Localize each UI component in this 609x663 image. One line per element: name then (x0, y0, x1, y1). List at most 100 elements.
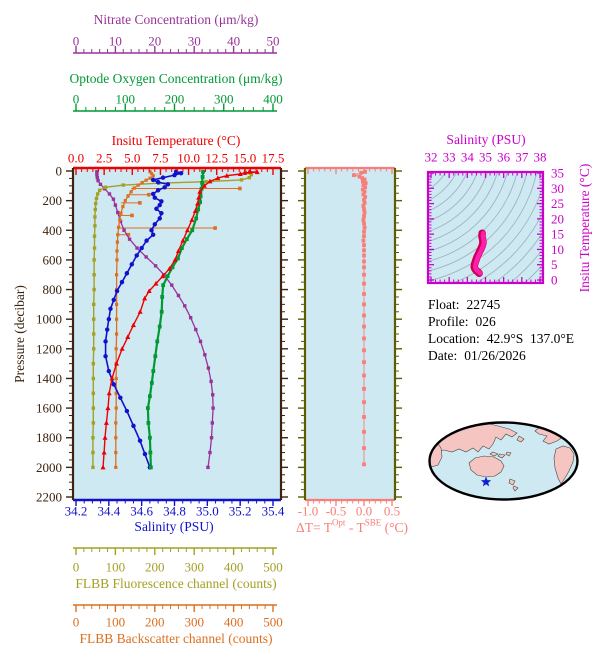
tick-label: 36 (497, 150, 511, 165)
tick-label: 500 (263, 560, 283, 575)
tick-label: 10 (109, 34, 122, 49)
tick-label: 40 (227, 34, 240, 49)
tick-label: 600 (43, 252, 63, 267)
tick-label: -0.5 (326, 504, 347, 519)
ts-salinity-axis-title: Salinity (PSU) (446, 132, 526, 147)
tick-label: 0.5 (384, 504, 400, 519)
tick-label: 34.6 (130, 504, 153, 519)
tick-label: -1.0 (298, 504, 319, 519)
tick-label: 12.5 (205, 151, 228, 166)
delta-t-label-sup-opt: Opt (331, 517, 346, 528)
tick-label: 0 (73, 560, 80, 575)
delta-t-plot: -1.0 -0.5 0.0 0.5 (298, 166, 402, 519)
tick-label: 0 (73, 615, 80, 630)
series-markers-salinity (103, 169, 184, 470)
series-markers-delta-t (352, 169, 368, 467)
date-row: Date: 01/26/2026 (428, 347, 574, 364)
salinity-axis-title: Salinity (PSU) (134, 519, 214, 534)
profile-plot-area (73, 168, 281, 500)
tick-label: 2200 (36, 490, 62, 505)
map-outline (428, 421, 579, 501)
tick-label: 1200 (36, 341, 62, 356)
tick-label: 5 (551, 257, 558, 272)
tick-label: 34 (461, 150, 475, 165)
ts-plot-area (428, 172, 543, 283)
tick-label: 800 (43, 282, 63, 297)
tick-label: 20 (551, 211, 564, 226)
tick-label: 38 (534, 150, 547, 165)
tick-label: 1400 (36, 371, 62, 386)
date-value: 01/26/2026 (464, 348, 526, 363)
delta-t-frame: -1.0 -0.5 0.0 0.5 (298, 166, 402, 519)
backscatter-axis-title: FLBB Backscatter channel (counts) (79, 631, 273, 646)
tick-label: 7.5 (152, 151, 168, 166)
tick-label: 37 (515, 150, 529, 165)
float-info-block: Float: 22745 Profile: 026 Location: 42.9°S … (428, 296, 574, 364)
tick-label: 300 (184, 615, 204, 630)
nitrate-axis-title: Nitrate Concentration (μm/kg) (93, 12, 259, 27)
tick-label: 35 (479, 150, 492, 165)
location-value: 42.9°S 137.0°E (486, 331, 575, 346)
float-id-value: 22745 (466, 297, 501, 312)
tick-label: 0 (73, 34, 80, 49)
tick-label: 400 (224, 560, 244, 575)
pressure-axis-title: Pressure (decibar) (12, 285, 27, 383)
ts-curve (472, 230, 487, 276)
tick-label: 35 (551, 166, 564, 181)
tick-label: 2000 (36, 460, 62, 475)
oxygen-axis: 0 100 200 300 400 (73, 92, 283, 112)
tick-label: 35.4 (262, 504, 285, 519)
profile-label: Profile: (428, 314, 469, 329)
tick-label: 100 (106, 560, 126, 575)
tick-label: 35.2 (229, 504, 252, 519)
tick-label: 300 (214, 92, 234, 107)
tick-label: 34.2 (65, 504, 88, 519)
tick-label: 400 (43, 223, 63, 238)
delta-t-axis-title: ΔT= TOpt - TSBE (°C) (296, 517, 408, 536)
tick-label: 1800 (36, 430, 62, 445)
fluorescence-axis-title: FLBB Fluorescence channel (counts) (75, 576, 277, 591)
delta-t-label-sup-sbe: SBE (364, 517, 382, 528)
tick-label: 30 (188, 34, 201, 49)
temperature-axis-title: Insitu Temperature (°C) (111, 133, 241, 148)
tick-label: 200 (145, 560, 165, 575)
tick-label: 10 (551, 242, 564, 257)
profile-row: Profile: 026 (428, 313, 574, 330)
float-location-marker (480, 476, 492, 487)
tick-label: 500 (263, 615, 283, 630)
tick-label: 35.0 (196, 504, 219, 519)
nitrate-axis: 0 10 20 30 40 50 (73, 34, 280, 54)
tick-label: 17.5 (262, 151, 285, 166)
tick-label: 30 (551, 181, 564, 196)
tick-label: 2.5 (96, 151, 112, 166)
delta-t-label-part: (°C) (381, 519, 408, 535)
tick-label: 100 (106, 615, 126, 630)
fluorescence-axis: 0 100 200 300 400 500 (73, 547, 283, 575)
series-line-temperature (102, 171, 258, 468)
location-label: Location: (428, 331, 480, 346)
oxygen-axis-title: Optode Oxygen Concentration (μm/kg) (69, 71, 283, 86)
tick-label: 33 (443, 150, 456, 165)
profile-value: 026 (475, 314, 496, 329)
tick-label: 0.0 (68, 151, 84, 166)
backscatter-axis: 0 100 200 300 400 500 (73, 604, 283, 630)
tick-label: 15 (551, 227, 564, 242)
tick-label: 200 (43, 193, 63, 208)
tick-label: 50 (267, 34, 280, 49)
tick-label: 400 (263, 92, 283, 107)
tick-label: 200 (165, 92, 185, 107)
tick-label: 25 (551, 196, 564, 211)
series-markers-temperature (100, 169, 260, 470)
series-markers-backscatter (114, 170, 155, 469)
tick-label: 0.0 (356, 504, 372, 519)
series-line-fluorescence (92, 171, 252, 468)
float-id-label: Float: (428, 297, 460, 312)
float-id-row: Float: 22745 (428, 296, 574, 313)
date-label: Date: (428, 348, 458, 363)
ts-temperature-axis-title: Insitu Temperature (°C) (577, 163, 592, 293)
tick-label: 300 (184, 560, 204, 575)
